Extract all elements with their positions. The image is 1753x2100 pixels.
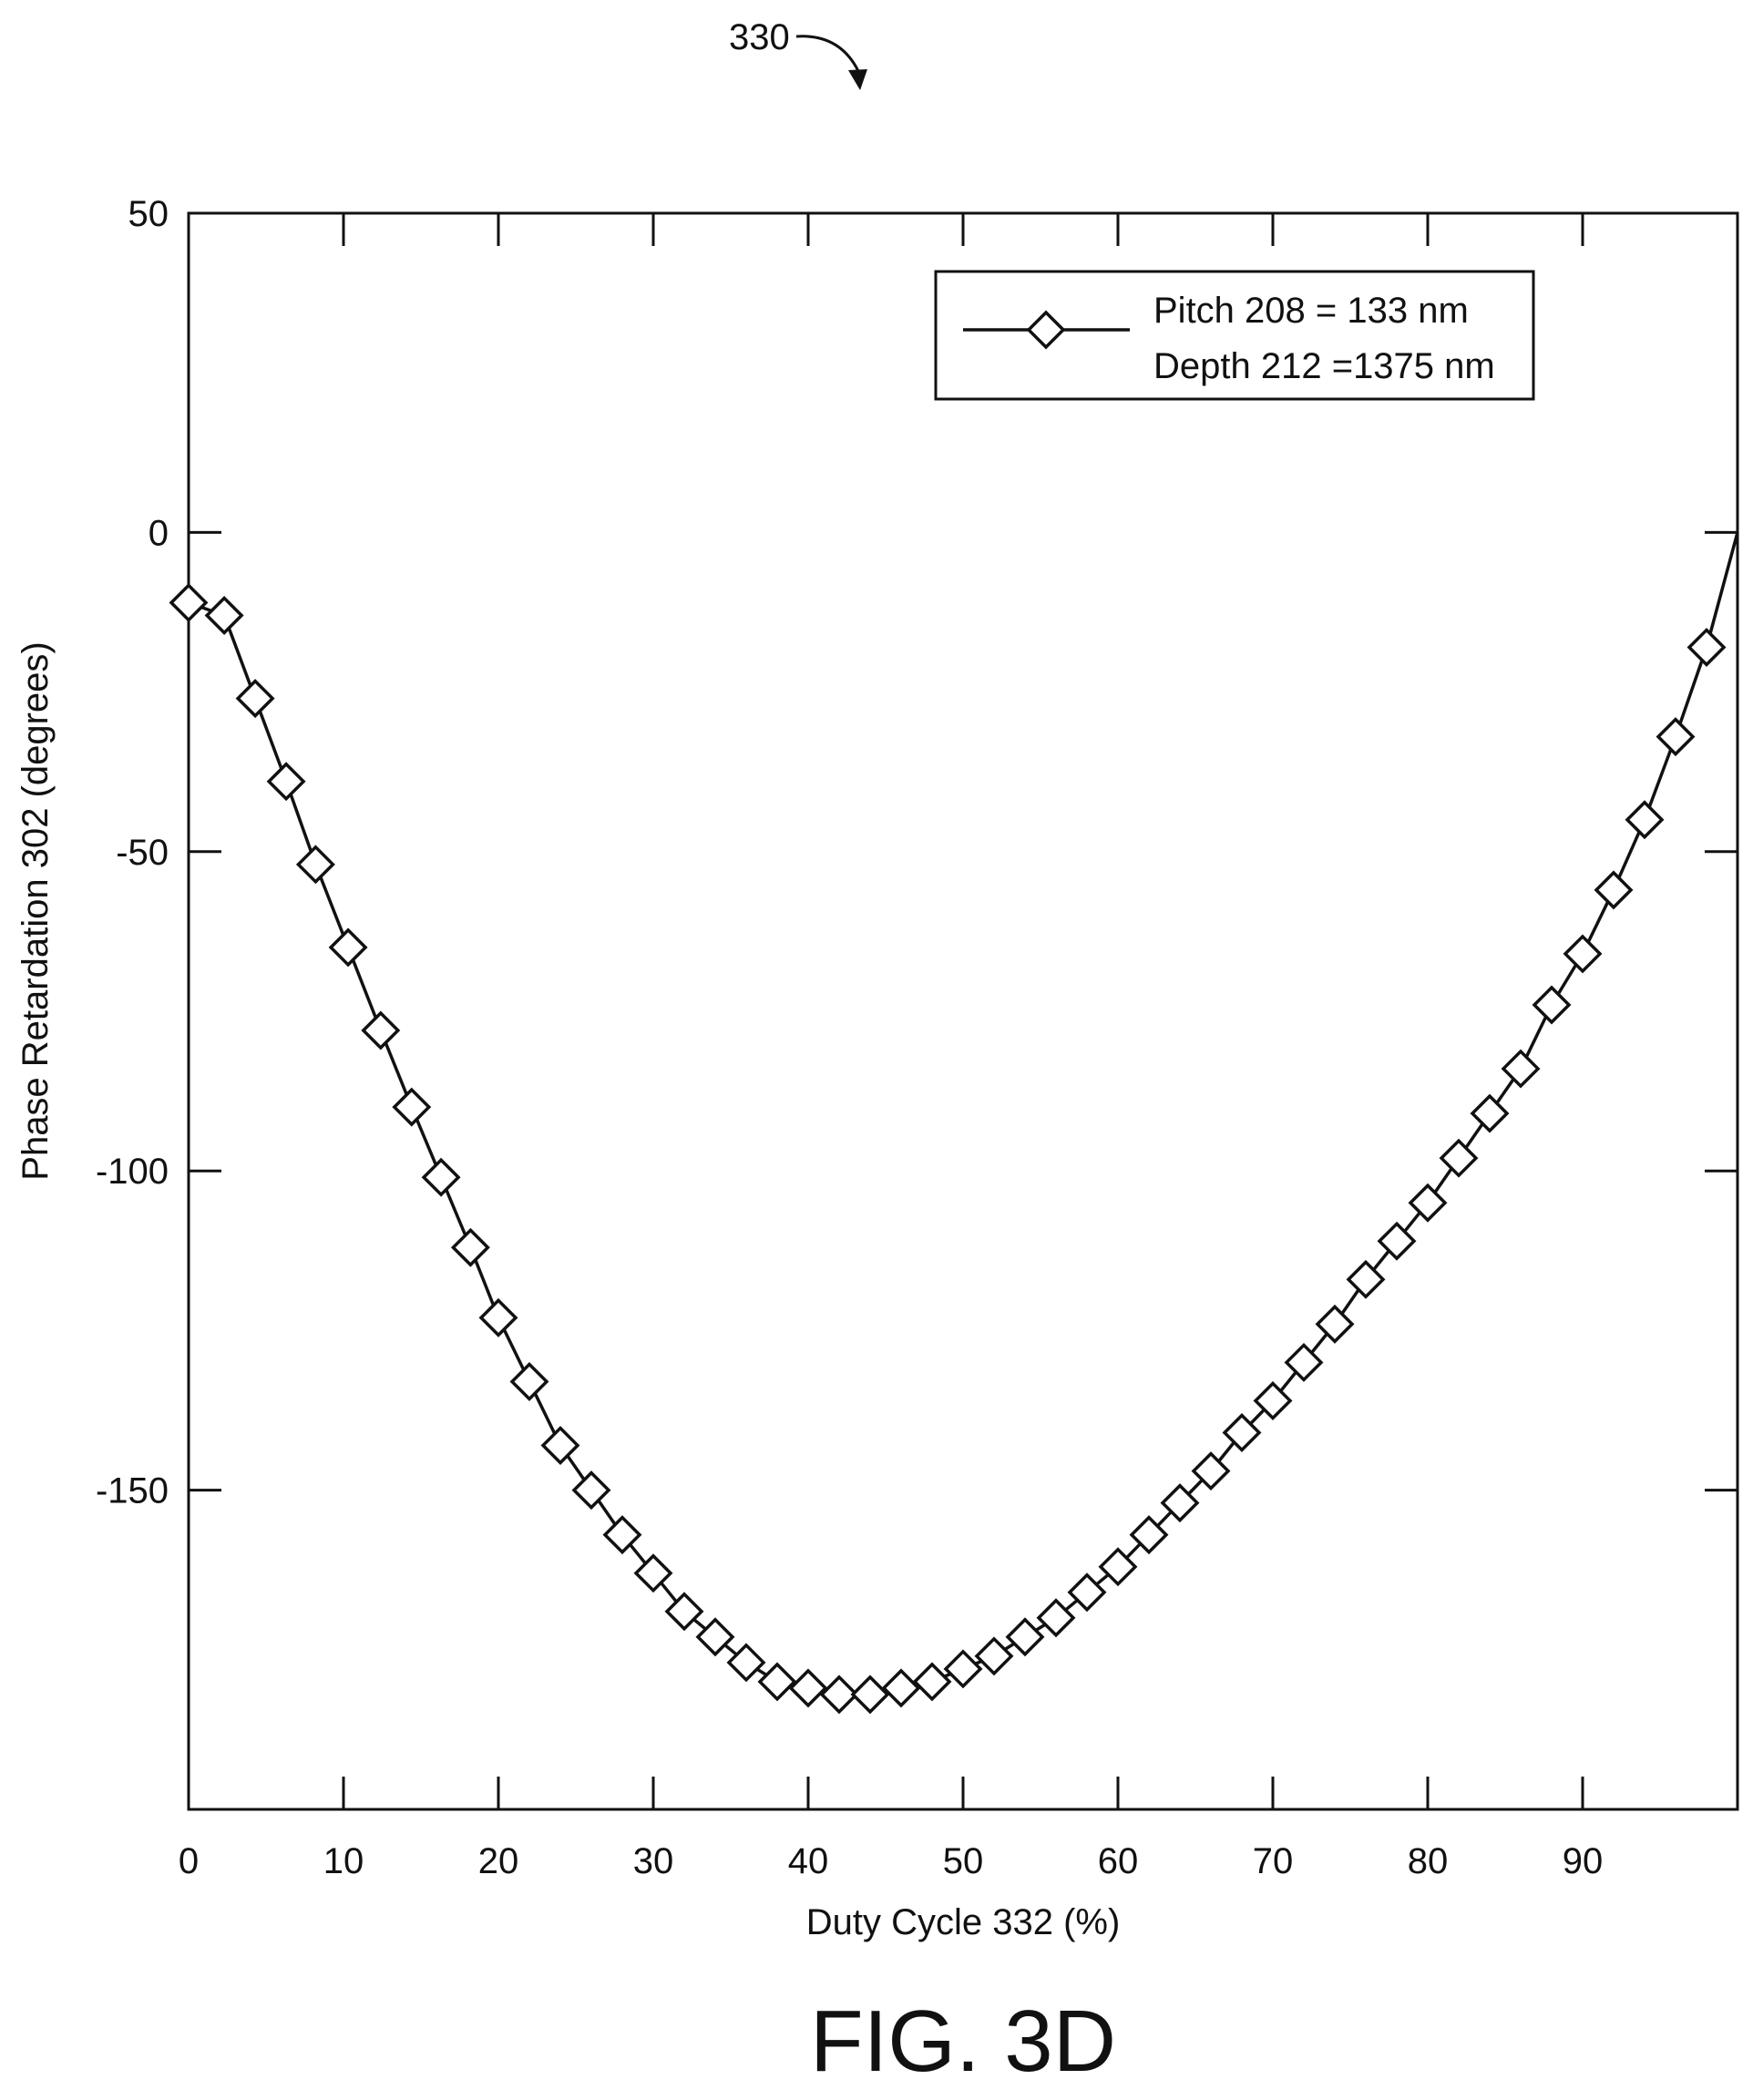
reference-arrow-head — [848, 69, 867, 90]
x-tick-label: 10 — [323, 1841, 364, 1881]
data-point-diamond — [1315, 1304, 1355, 1344]
legend: Pitch 208 = 133 nm Depth 212 =1375 nm — [934, 270, 1535, 401]
data-point-diamond — [1563, 934, 1603, 974]
reference-arrow — [795, 35, 860, 72]
data-point-diamond — [664, 1592, 704, 1632]
data-point-diamond — [421, 1157, 461, 1197]
data-point-diamond — [1501, 1049, 1541, 1089]
data-point-diamond — [478, 1297, 518, 1337]
x-axis-label: Duty Cycle 332 (%) — [806, 1902, 1121, 1942]
figure-caption: FIG. 3D — [810, 1992, 1116, 2090]
x-tick-label: 90 — [1563, 1841, 1604, 1881]
data-point-diamond — [509, 1361, 549, 1401]
y-tick-label: -100 — [96, 1152, 169, 1192]
y-axis-ticks: 50 0 -50 -100 -150 — [96, 194, 1738, 1511]
y-tick-label: -50 — [116, 833, 169, 873]
data-point-diamond — [1005, 1617, 1045, 1657]
y-axis-label: Phase Retardation 302 (degrees) — [15, 641, 56, 1180]
data-point-diamond — [1067, 1572, 1107, 1613]
data-point-diamond — [602, 1515, 642, 1555]
data-point-diamond — [943, 1649, 983, 1689]
x-tick-label: 70 — [1253, 1841, 1294, 1881]
legend-marker-diamond — [1026, 310, 1066, 350]
data-point-diamond — [1284, 1342, 1324, 1382]
data-point-diamond — [974, 1636, 1014, 1676]
legend-entry-depth: Depth 212 =1375 nm — [1153, 346, 1495, 386]
data-point-diamond — [912, 1662, 952, 1702]
data-point-diamond — [1656, 717, 1696, 757]
x-tick-label: 50 — [943, 1841, 984, 1881]
data-point-diamond — [361, 1010, 401, 1050]
y-tick-label: 0 — [149, 513, 169, 553]
x-tick-label: 30 — [633, 1841, 674, 1881]
data-point-diamond — [1625, 800, 1665, 840]
x-axis-ticks: 0 10 20 30 40 50 60 70 80 90 — [179, 213, 1603, 1881]
data-point-diamond — [726, 1643, 766, 1683]
data-point-diamond — [1408, 1183, 1448, 1223]
data-point-diamond — [1686, 628, 1727, 668]
data-point-diamond — [1222, 1413, 1262, 1453]
data-point-diamond — [392, 1087, 432, 1127]
data-point-diamond — [633, 1553, 673, 1593]
y-tick-label: -150 — [96, 1471, 169, 1511]
x-tick-label: 60 — [1098, 1841, 1139, 1881]
data-point-diamond — [850, 1675, 890, 1715]
data-point-diamond — [540, 1426, 580, 1466]
x-tick-label: 80 — [1408, 1841, 1449, 1881]
legend-entry-pitch: Pitch 208 = 133 nm — [1153, 291, 1469, 331]
y-tick-label: 50 — [128, 194, 169, 234]
x-tick-label: 20 — [478, 1841, 519, 1881]
data-point-diamond — [1129, 1515, 1169, 1555]
data-point-diamond — [450, 1227, 490, 1267]
plot-frame — [187, 211, 1739, 1811]
x-tick-label: 40 — [788, 1841, 829, 1881]
data-point-diamond — [1439, 1138, 1479, 1178]
data-point-diamond — [1160, 1483, 1200, 1523]
data-point-diamond — [1253, 1381, 1293, 1420]
reference-number: 330 — [729, 17, 790, 57]
data-point-diamond — [169, 583, 209, 622]
data-point-diamond — [571, 1470, 611, 1511]
data-point-diamond — [881, 1668, 921, 1708]
data-series — [169, 531, 1739, 1715]
data-point-diamond — [204, 596, 244, 635]
data-point-diamond — [1594, 870, 1634, 910]
data-point-diamond — [1377, 1221, 1417, 1261]
data-point-diamond — [1036, 1598, 1076, 1638]
data-point-diamond — [1532, 985, 1572, 1025]
x-tick-label: 0 — [179, 1841, 199, 1881]
data-point-diamond — [1191, 1451, 1231, 1491]
data-point-diamond — [819, 1675, 859, 1715]
data-point-diamond — [328, 927, 368, 968]
data-point-diamond — [295, 845, 335, 885]
data-point-diamond — [266, 762, 306, 802]
data-point-diamond — [1470, 1093, 1510, 1133]
data-point-diamond — [235, 679, 275, 719]
data-point-diamond — [695, 1617, 735, 1657]
data-point-diamond — [788, 1668, 828, 1708]
data-point-diamond — [1346, 1259, 1386, 1299]
data-point-diamond — [1098, 1547, 1138, 1587]
data-point-diamond — [757, 1662, 797, 1702]
